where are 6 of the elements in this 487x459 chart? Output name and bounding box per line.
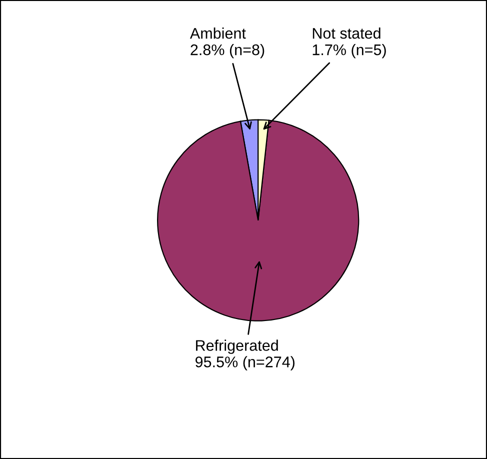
data-label: 1.7% (n=5) [312, 44, 386, 58]
data-label: 95.5% (n=274) [196, 356, 294, 370]
slice-label: Ambient [190, 28, 246, 39]
slice-label: Refrigerated [196, 340, 278, 354]
data-label: 2.8% (n=8) [190, 44, 264, 58]
slice-label: Not stated [312, 28, 380, 39]
